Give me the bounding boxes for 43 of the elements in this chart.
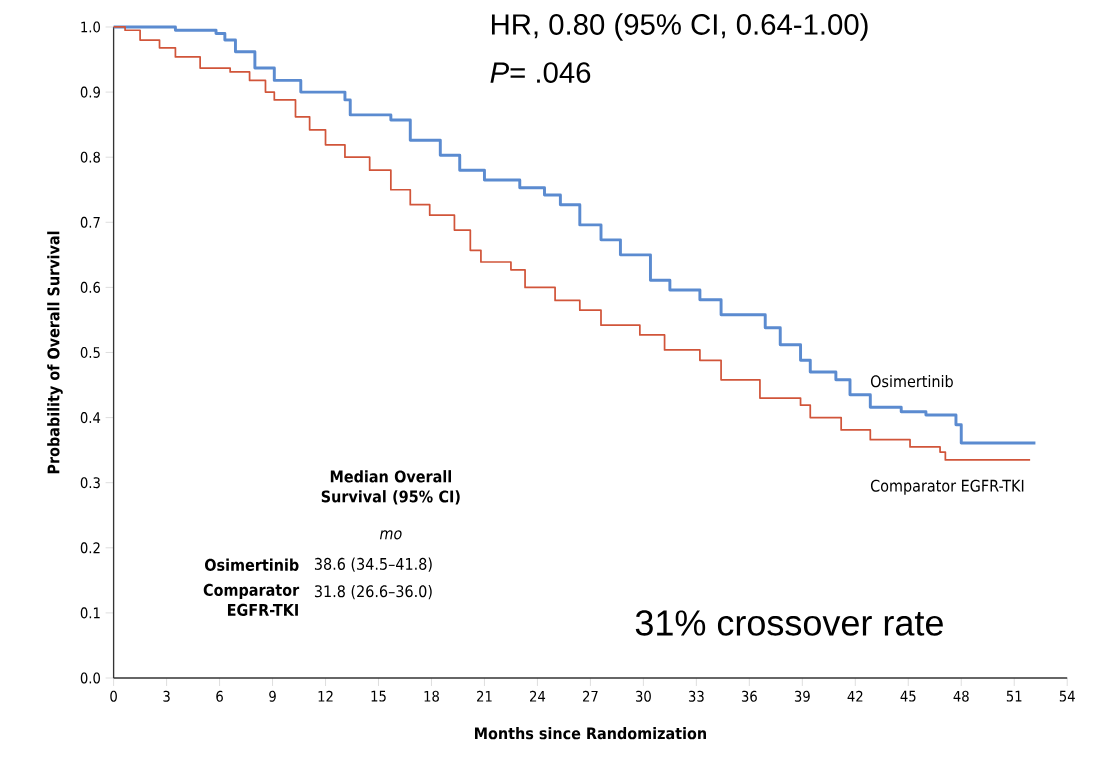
x-axis-title: Months since Randomization — [475, 726, 706, 740]
annotation: P= .046 — [490, 62, 591, 83]
y-tick-label: 0.9 — [80, 86, 100, 98]
series-label: Osimertinib — [870, 374, 953, 388]
y-tick-label: 0.0 — [80, 672, 101, 684]
y-axis-title: Probability of Overall Survival — [47, 231, 63, 474]
y-tick-label: 1.0 — [81, 21, 101, 33]
x-tick-label: 48 — [953, 690, 969, 702]
x-tick-label: 9 — [269, 690, 276, 702]
x-tick-label: 30 — [635, 690, 651, 702]
x-tick-label: 27 — [582, 690, 598, 702]
x-tick-label: 45 — [900, 690, 916, 702]
y-tick-label: 0.4 — [80, 412, 101, 424]
x-tick-label: 36 — [741, 690, 757, 702]
y-tick-label: 0.5 — [80, 346, 100, 359]
x-tick-label: 6 — [216, 690, 223, 702]
annotation: mo — [379, 530, 402, 540]
annotation: Comparator EGFR-TKI — [203, 583, 300, 616]
y-tick-label: 0.1 — [80, 607, 100, 619]
x-tick-label: 42 — [847, 690, 863, 702]
y-tick-label: 0.8 — [80, 151, 100, 163]
y-tick-label: 0.7 — [80, 216, 100, 228]
x-tick-label: 0 — [110, 690, 117, 702]
x-tick-label: 39 — [794, 690, 810, 702]
annotation: 38.6 (34.5–41.8) — [314, 557, 432, 572]
annotation: 31.8 (26.6–36.0) — [314, 584, 432, 600]
series-label: Comparator EGFR-TKI — [870, 479, 1024, 495]
x-tick-label: 12 — [318, 690, 333, 702]
x-tick-label: 3 — [163, 690, 170, 702]
x-tick-label: 51 — [1006, 690, 1022, 702]
annotation: 31% crossover rate — [635, 610, 943, 636]
x-tick-label: 18 — [424, 690, 439, 702]
y-tick-label: 0.2 — [80, 542, 100, 554]
annotation: HR, 0.80 (95% CI, 0.64-1.00) — [491, 13, 868, 41]
annotation: Median Overall Survival (95% CI) — [321, 470, 460, 505]
y-tick-label: 0.3 — [80, 477, 100, 489]
x-tick-label: 15 — [371, 690, 386, 702]
x-tick-label: 33 — [688, 690, 704, 702]
annotation: Osimertinib — [205, 558, 299, 571]
y-tick-label: 0.6 — [80, 281, 101, 293]
x-tick-label: 54 — [1059, 690, 1075, 702]
x-tick-label: 24 — [530, 690, 546, 702]
x-tick-label: 21 — [477, 690, 492, 702]
